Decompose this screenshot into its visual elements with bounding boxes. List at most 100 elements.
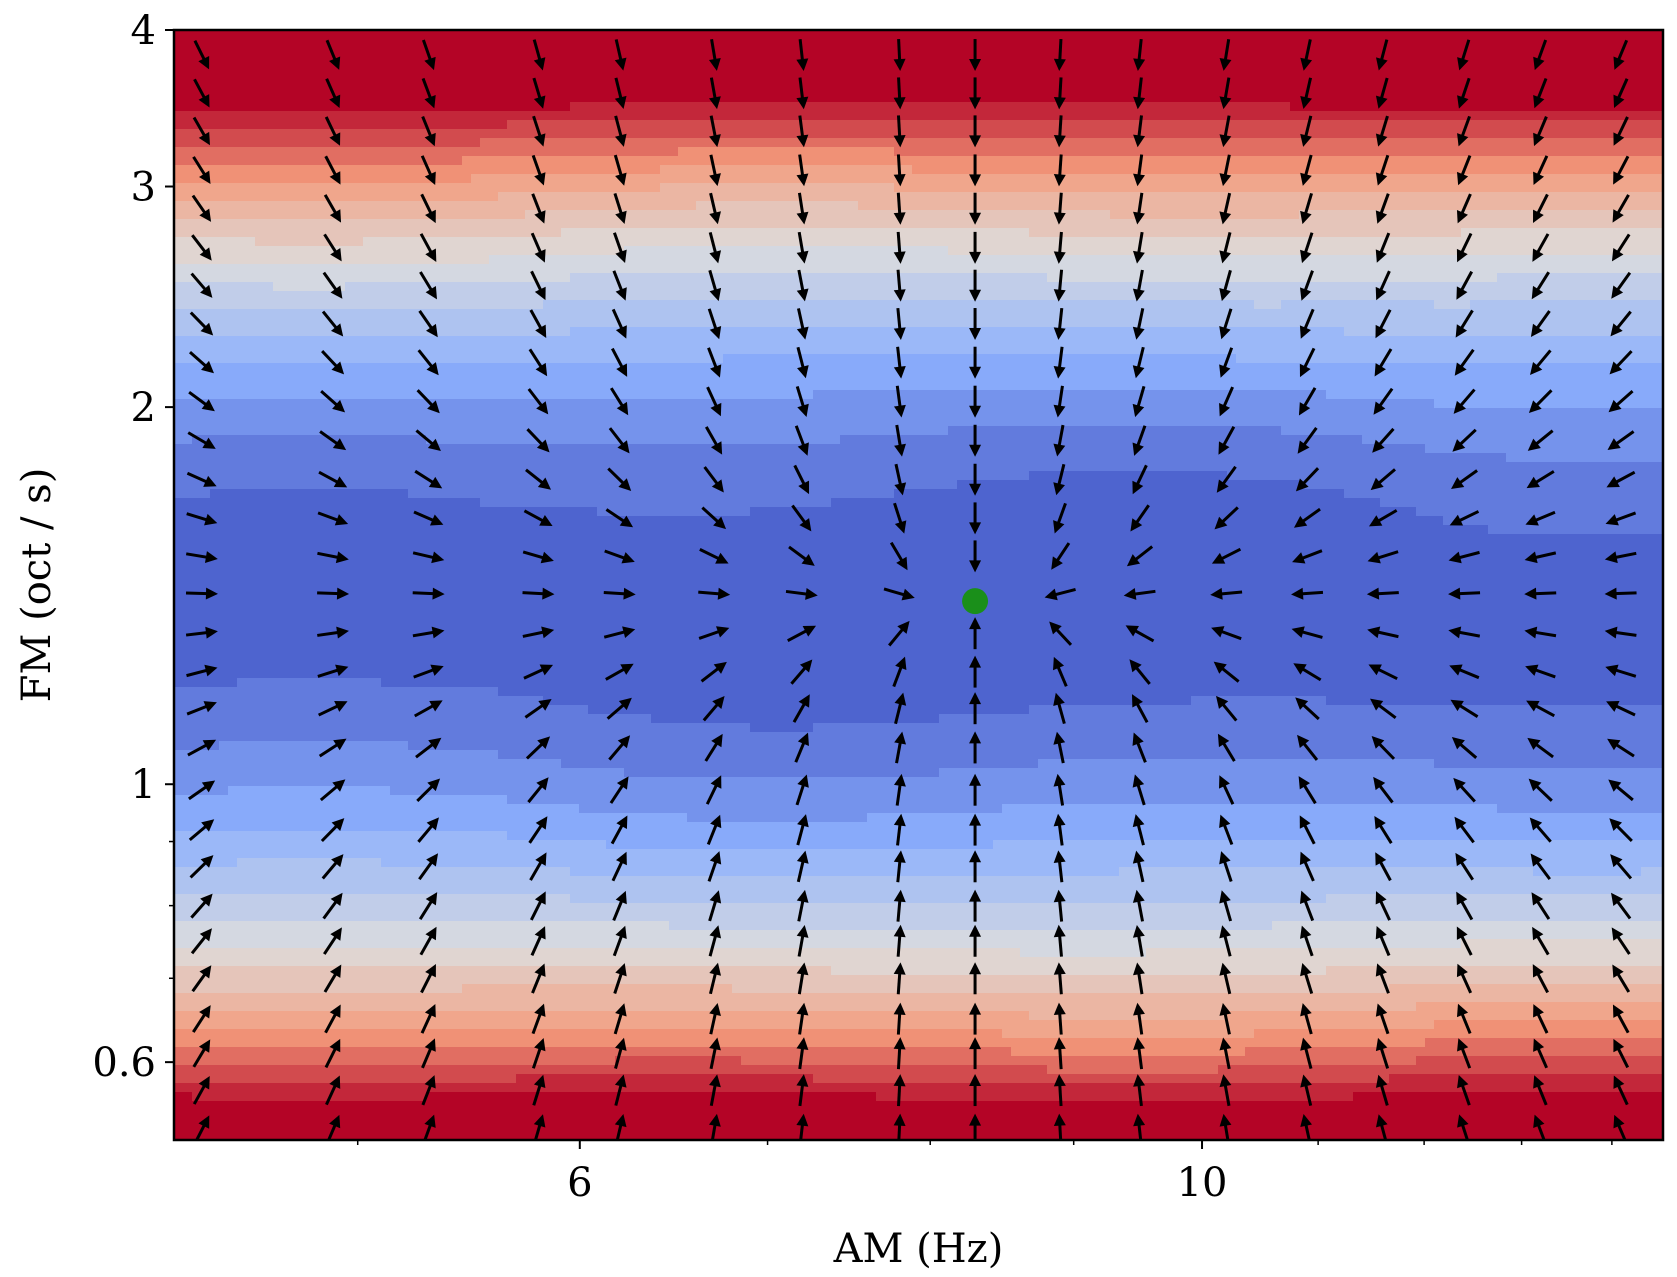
contour-cell — [1632, 102, 1642, 112]
contour-cell — [1398, 147, 1408, 157]
contour-cell — [201, 39, 211, 49]
contour-cell — [372, 192, 382, 202]
contour-cell — [1443, 264, 1453, 274]
contour-cell — [1587, 228, 1597, 238]
contour-cell — [1587, 282, 1597, 292]
contour-cell — [1371, 48, 1381, 58]
contour-cell — [1560, 246, 1570, 256]
contour-cell — [930, 201, 940, 211]
contour-cell — [1083, 192, 1093, 202]
contour-cell — [237, 291, 247, 301]
contour-cell — [957, 282, 967, 292]
contour-cell — [1407, 174, 1417, 184]
contour-cell — [939, 246, 949, 256]
contour-cell — [606, 219, 616, 229]
contour-cell — [309, 129, 319, 139]
contour-cell — [543, 228, 553, 238]
contour-cell — [759, 93, 769, 103]
contour-cell — [282, 228, 292, 238]
contour-cell — [1524, 156, 1534, 166]
contour-cell — [1569, 66, 1579, 76]
contour-cell — [1038, 39, 1048, 49]
contour-cell — [723, 219, 733, 229]
contour-cell — [1506, 66, 1516, 76]
contour-cell — [1362, 255, 1372, 265]
contour-cell — [1497, 39, 1507, 49]
contour-cell — [1380, 183, 1390, 193]
contour-cell — [1389, 120, 1399, 130]
contour-cell — [552, 120, 562, 130]
contour-cell — [732, 120, 742, 130]
contour-cell — [687, 84, 697, 94]
contour-cell — [444, 174, 454, 184]
contour-cell — [1362, 75, 1372, 85]
contour-cell — [750, 30, 760, 40]
contour-cell — [588, 237, 598, 247]
contour-cell — [1443, 84, 1453, 94]
contour-cell — [1488, 174, 1498, 184]
contour-cell — [291, 111, 301, 121]
contour-cell — [831, 210, 841, 220]
contour-cell — [1155, 291, 1165, 301]
contour-cell — [480, 174, 490, 184]
contour-cell — [939, 138, 949, 148]
contour-cell — [1290, 174, 1300, 184]
contour-cell — [228, 147, 238, 157]
contour-cell — [399, 255, 409, 265]
contour-cell — [1002, 156, 1012, 166]
contour-cell — [651, 228, 661, 238]
contour-cell — [552, 255, 562, 265]
contour-cell — [381, 84, 391, 94]
contour-cell — [1083, 156, 1093, 166]
contour-cell — [858, 237, 868, 247]
contour-cell — [669, 165, 679, 175]
contour-cell — [1515, 111, 1525, 121]
contour-cell — [984, 57, 994, 67]
contour-cell — [408, 273, 418, 283]
contour-cell — [1425, 48, 1435, 58]
contour-cell — [435, 39, 445, 49]
contour-cell — [660, 246, 670, 256]
contour-cell — [201, 192, 211, 202]
contour-cell — [1308, 66, 1318, 76]
contour-cell — [579, 30, 589, 40]
contour-cell — [867, 120, 877, 130]
contour-cell — [849, 183, 859, 193]
contour-cell — [480, 201, 490, 211]
contour-cell — [444, 183, 454, 193]
contour-cell — [1380, 219, 1390, 229]
contour-cell — [363, 156, 373, 166]
contour-cell — [444, 129, 454, 139]
contour-cell — [678, 282, 688, 292]
contour-cell — [1398, 201, 1408, 211]
contour-cell — [1497, 147, 1507, 157]
contour-cell — [1335, 255, 1345, 265]
contour-cell — [210, 273, 220, 283]
contour-cell — [1515, 201, 1525, 211]
contour-cell — [1011, 210, 1021, 220]
contour-cell — [1236, 66, 1246, 76]
contour-cell — [1236, 84, 1246, 94]
contour-cell — [1425, 237, 1435, 247]
contour-cell — [1407, 219, 1417, 229]
contour-cell — [867, 174, 877, 184]
contour-cell — [633, 138, 643, 148]
contour-cell — [1443, 102, 1453, 112]
contour-cell — [1092, 75, 1102, 85]
contour-cell — [1488, 246, 1498, 256]
contour-cell — [1254, 120, 1264, 130]
contour-cell — [174, 264, 184, 274]
contour-cell — [1533, 39, 1543, 49]
contour-cell — [480, 210, 490, 220]
contour-cell — [678, 129, 688, 139]
contour-cell — [912, 66, 922, 76]
contour-cell — [489, 246, 499, 256]
contour-cell — [822, 291, 832, 301]
contour-cell — [1092, 282, 1102, 292]
contour-cell — [1326, 291, 1336, 301]
contour-cell — [489, 228, 499, 238]
contour-cell — [1272, 75, 1282, 85]
contour-cell — [732, 228, 742, 238]
contour-cell — [345, 210, 355, 220]
contour-cell — [606, 210, 616, 220]
